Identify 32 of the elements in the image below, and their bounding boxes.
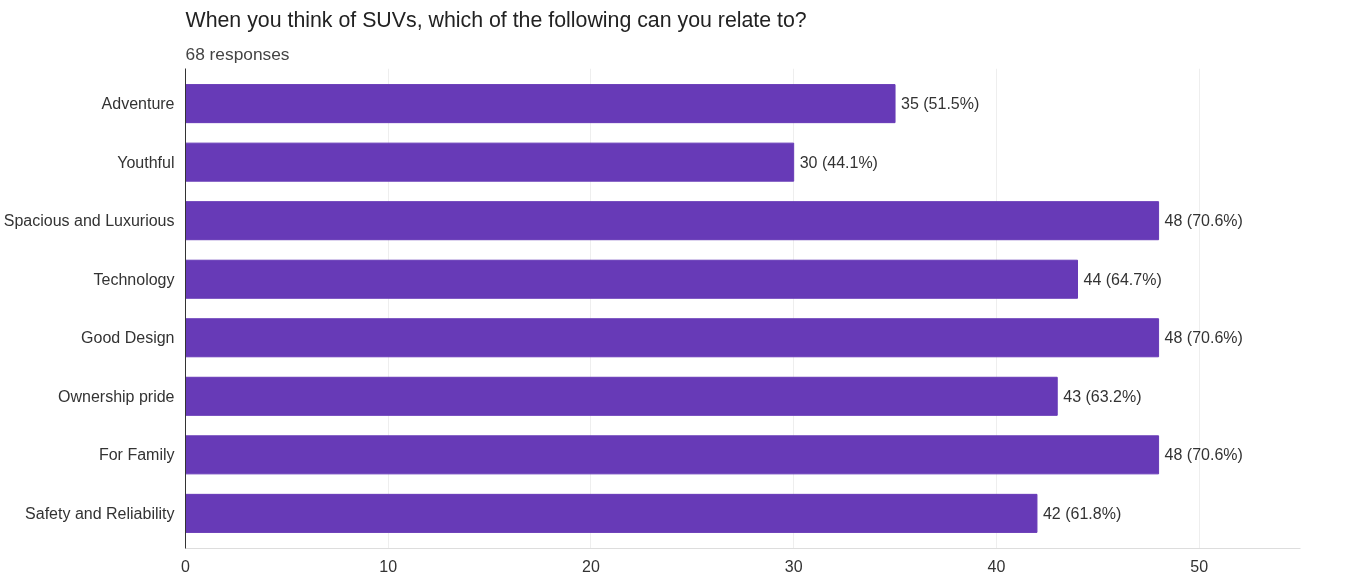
y-tick-label: Safety and Reliability <box>25 504 175 522</box>
data-label: 42 (61.8%) <box>1042 504 1122 522</box>
y-tick-label: Good Design <box>81 329 175 347</box>
data-label: 48 (70.6%) <box>1164 212 1243 230</box>
chart-subtitle: 68 responses <box>185 43 290 64</box>
bar <box>185 142 795 182</box>
bar <box>185 201 1160 241</box>
bar <box>185 318 1160 358</box>
y-tick-label: Youthful <box>117 153 175 171</box>
bar <box>185 259 1078 299</box>
data-label: 48 (70.6%) <box>1164 446 1243 464</box>
y-tick-label: Spacious and Luxurious <box>3 212 175 230</box>
bar <box>185 435 1160 475</box>
x-tick-label: 30 <box>784 557 803 575</box>
bar <box>185 376 1058 416</box>
x-tick-label: 40 <box>987 557 1006 575</box>
bar <box>185 84 896 124</box>
chart-title: When you think of SUVs, which of the following can you relate to? <box>185 7 807 32</box>
data-label: 48 (70.6%) <box>1164 329 1243 347</box>
x-tick-label: 20 <box>582 557 600 575</box>
x-tick-label: 50 <box>1190 557 1209 575</box>
x-tick-label: 10 <box>379 557 398 575</box>
data-label: 35 (51.5%) <box>901 95 980 113</box>
data-label: 43 (63.2%) <box>1063 387 1142 405</box>
data-label: 44 (64.7%) <box>1083 270 1162 288</box>
y-tick-label: For Family <box>98 446 175 464</box>
x-tick-label: 0 <box>181 557 191 575</box>
data-label: 30 (44.1%) <box>799 153 878 171</box>
y-tick-label: Technology <box>93 270 175 288</box>
bar <box>185 493 1038 533</box>
y-tick-label: Ownership pride <box>58 387 175 405</box>
y-tick-label: Adventure <box>101 95 175 113</box>
